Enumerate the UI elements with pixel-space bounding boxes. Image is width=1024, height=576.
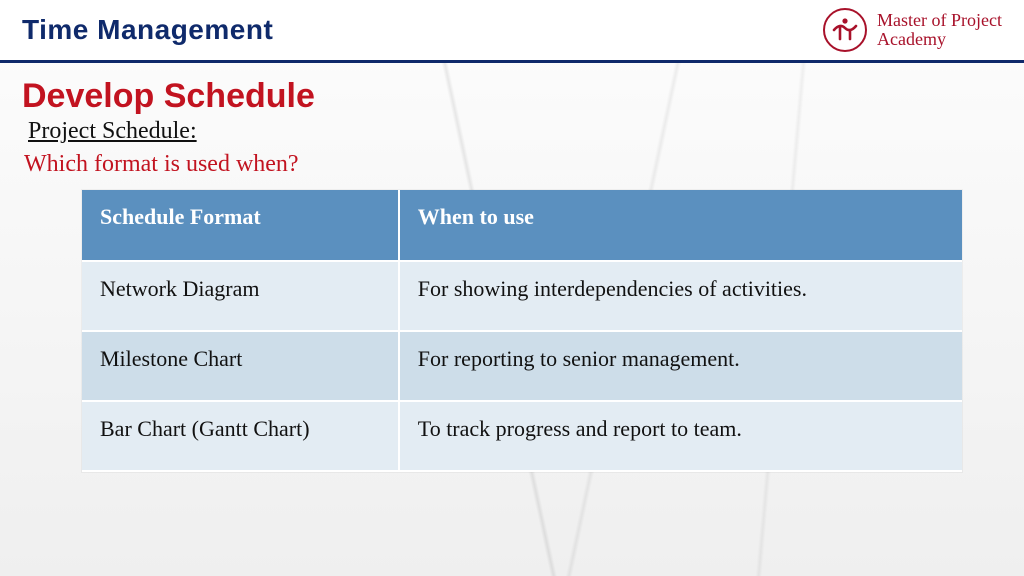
table-cell: Bar Chart (Gantt Chart) [82, 401, 399, 471]
brand-logo-text: Master of Project Academy [877, 11, 1002, 49]
schedule-table-wrap: Schedule Format When to use Network Diag… [22, 190, 1002, 472]
table-header-cell: When to use [399, 190, 962, 261]
brand-logo-line2: Academy [877, 30, 1002, 49]
table-cell: For reporting to senior management. [399, 331, 962, 401]
table-row: Milestone Chart For reporting to senior … [82, 331, 962, 401]
brand-logo-line1: Master of Project [877, 11, 1002, 30]
sub-heading: Project Schedule: [28, 118, 1002, 145]
content-area: Develop Schedule Project Schedule: Which… [0, 63, 1024, 472]
brand-logo: Master of Project Academy [823, 8, 1002, 52]
table-row: Network Diagram For showing interdepende… [82, 261, 962, 331]
page-title: Time Management [22, 14, 273, 46]
brand-logo-icon [823, 8, 867, 52]
table-cell: To track progress and report to team. [399, 401, 962, 471]
table-row: Bar Chart (Gantt Chart) To track progres… [82, 401, 962, 471]
header-bar: Time Management Master of Project Academ… [0, 0, 1024, 63]
question-text: Which format is used when? [24, 151, 1002, 178]
slide: Time Management Master of Project Academ… [0, 0, 1024, 576]
table-cell: Network Diagram [82, 261, 399, 331]
table-header-row: Schedule Format When to use [82, 190, 962, 261]
table-cell: For showing interdependencies of activit… [399, 261, 962, 331]
main-heading: Develop Schedule [22, 77, 1002, 116]
table-header-cell: Schedule Format [82, 190, 399, 261]
table-cell: Milestone Chart [82, 331, 399, 401]
schedule-table: Schedule Format When to use Network Diag… [82, 190, 962, 472]
